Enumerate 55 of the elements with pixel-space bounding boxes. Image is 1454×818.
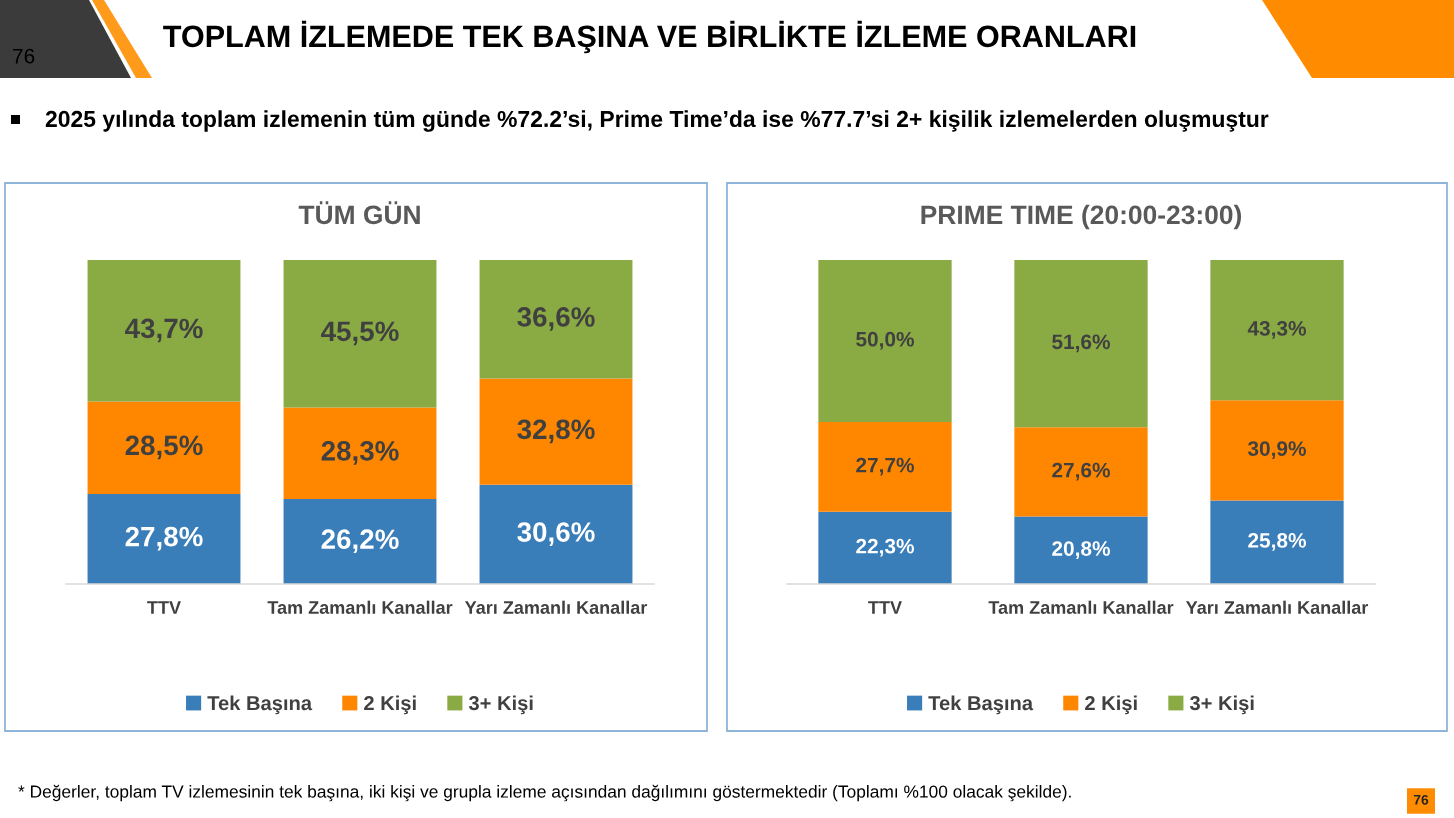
bar [87, 401, 241, 494]
data-label: 27,7% [856, 457, 914, 476]
text: 2025 yılında toplam izlemenin tüm günde %72.2’si, Prime Time’da ise %77.7’si 2+ kişilik izlemelerden oluşmuştur [45, 110, 1269, 132]
text: * Değerler, toplam TV izlemesinin tek başına, iki kişi ve grupla izleme açısından dağılımını göstermektedir (Toplamı %100 olacak şekilde). [18, 784, 1071, 802]
bar [818, 511, 952, 584]
bar [479, 378, 633, 485]
x-tick-label: Tam Zamanlı Kanallar [988, 600, 1174, 614]
data-label: 43,7% [125, 318, 203, 343]
text: 76 [13, 48, 35, 64]
data-label: 36,6% [517, 307, 595, 331]
bar [1014, 260, 1148, 428]
legend-label: Tek Başına [928, 695, 1034, 715]
data-label: 25,8% [1248, 533, 1306, 551]
x-tick-label: Tam Zamanlı Kanallar [267, 600, 453, 614]
legend-label: 3+ Kişi [1189, 695, 1254, 715]
text: TOPLAM İZLEMEDE TEK BAŞINA VE BİRLİKTE İZLEME ORANLARI [163, 20, 1136, 54]
bar [283, 407, 437, 500]
data-label: 27,6% [1052, 462, 1110, 481]
chart-title: TÜM GÜN [298, 201, 420, 225]
bar [1014, 516, 1148, 584]
bar [818, 260, 952, 422]
bar [479, 260, 633, 379]
bar [1210, 260, 1344, 401]
data-label: 50,0% [856, 331, 914, 350]
data-label: 28,3% [321, 441, 399, 465]
x-tick-label: Yarı Zamanlı Kanallar [1185, 600, 1369, 614]
bar [479, 484, 633, 584]
legend-label: 3+ Kişi [468, 695, 533, 715]
legend-label: Tek Başına [207, 695, 313, 715]
bar [1014, 427, 1148, 517]
data-label: 26,2% [321, 529, 399, 554]
data-label: 43,3% [1247, 320, 1306, 339]
x-tick-label: TTV [868, 601, 902, 614]
bar [1210, 400, 1344, 501]
data-label: 32,8% [517, 419, 595, 444]
data-label: 30,6% [517, 522, 595, 546]
data-label: 22,3% [856, 538, 914, 557]
legend-label: 2 Kişi [364, 695, 416, 715]
data-label: 30,9% [1247, 441, 1306, 459]
bar [283, 260, 437, 408]
bar [283, 499, 437, 584]
data-label: 20,8% [1052, 541, 1110, 559]
data-label: 27,8% [125, 526, 203, 551]
x-tick-label: TTV [147, 601, 181, 614]
data-label: 45,5% [321, 321, 399, 346]
bar [1210, 500, 1344, 584]
text: 76 [1413, 794, 1429, 805]
legend-label: 2 Kişi [1085, 695, 1137, 715]
data-label: 28,5% [125, 435, 203, 460]
x-tick-label: Yarı Zamanlı Kanallar [464, 600, 648, 614]
bar [87, 260, 241, 402]
bar [87, 493, 241, 584]
chart-title: PRIME TIME (20:00-23:00) [921, 204, 1242, 230]
bar [818, 422, 952, 512]
data-label: 51,6% [1052, 334, 1110, 353]
